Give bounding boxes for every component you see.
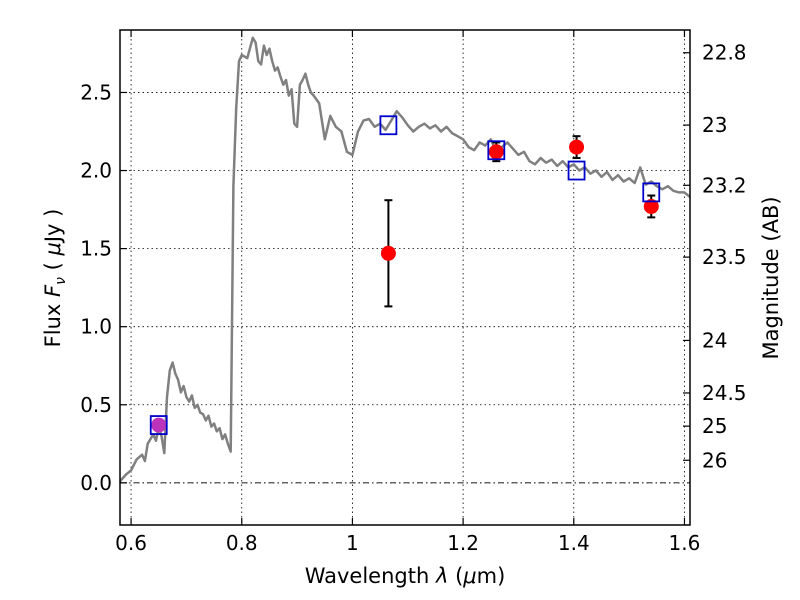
observed-point-4 bbox=[643, 198, 659, 214]
synthetic-point-0 bbox=[149, 415, 168, 435]
observed-point-3 bbox=[569, 139, 585, 155]
synthetic-point-4 bbox=[642, 182, 661, 203]
y-tick-label-5: 2.5 bbox=[80, 80, 112, 104]
y-tick-label-0: 0.0 bbox=[80, 471, 112, 495]
synthetic-points-layer bbox=[149, 115, 661, 435]
plot-frame bbox=[119, 29, 691, 526]
synthetic-point-2 bbox=[487, 140, 506, 161]
y2-tick-label-4: 24 bbox=[702, 328, 727, 352]
y2-tick-label-0: 22.8 bbox=[702, 41, 747, 65]
synthetic-point-3 bbox=[567, 160, 586, 181]
x-tick-label-5: 1.6 bbox=[669, 531, 701, 555]
model-spectrum-layer bbox=[119, 36, 691, 483]
model-spectrum-line bbox=[119, 36, 691, 483]
y2-axis-label: Magnitude (AB) bbox=[759, 196, 783, 359]
x-tick-label-4: 1.4 bbox=[558, 531, 590, 555]
y2-tick-label-5: 24.5 bbox=[702, 381, 747, 405]
grid-layer bbox=[120, 30, 690, 525]
y-ticks: 0.0 0.5 1.0 1.5 2.0 2.5 bbox=[80, 80, 127, 495]
y-tick-label-3: 1.5 bbox=[80, 237, 112, 261]
x-ticks: 0.6 0.8 1 1.2 1.4 1.6 bbox=[115, 30, 700, 555]
x-axis-label: Wavelength λ (μm) bbox=[305, 564, 506, 588]
y2-tick-label-3: 23.5 bbox=[702, 245, 747, 269]
observed-point-1 bbox=[380, 245, 396, 261]
y2-tick-label-6: 25 bbox=[702, 414, 727, 438]
y-tick-label-2: 1.0 bbox=[80, 315, 112, 339]
y2-tick-label-1: 23 bbox=[702, 113, 727, 137]
y-tick-label-4: 2.0 bbox=[80, 159, 112, 183]
y-axis-label: Flux Fν ( μJy ) bbox=[41, 209, 69, 348]
y2-ticks: 22.8 23 23.2 23.5 24 24.5 25 26 bbox=[683, 41, 747, 472]
observed-point-0 bbox=[151, 417, 167, 433]
x-tick-label-1: 0.8 bbox=[226, 531, 258, 555]
y-tick-label-1: 0.5 bbox=[80, 393, 112, 417]
x-tick-label-0: 0.6 bbox=[115, 531, 147, 555]
y2-tick-label-2: 23.2 bbox=[702, 173, 747, 197]
observed-points-layer bbox=[151, 139, 659, 433]
x-tick-label-3: 1.2 bbox=[447, 531, 479, 555]
x-tick-label-2: 1 bbox=[346, 531, 359, 555]
y2-tick-label-7: 26 bbox=[702, 448, 727, 472]
synthetic-point-1 bbox=[379, 115, 398, 136]
observed-point-2 bbox=[488, 144, 504, 160]
